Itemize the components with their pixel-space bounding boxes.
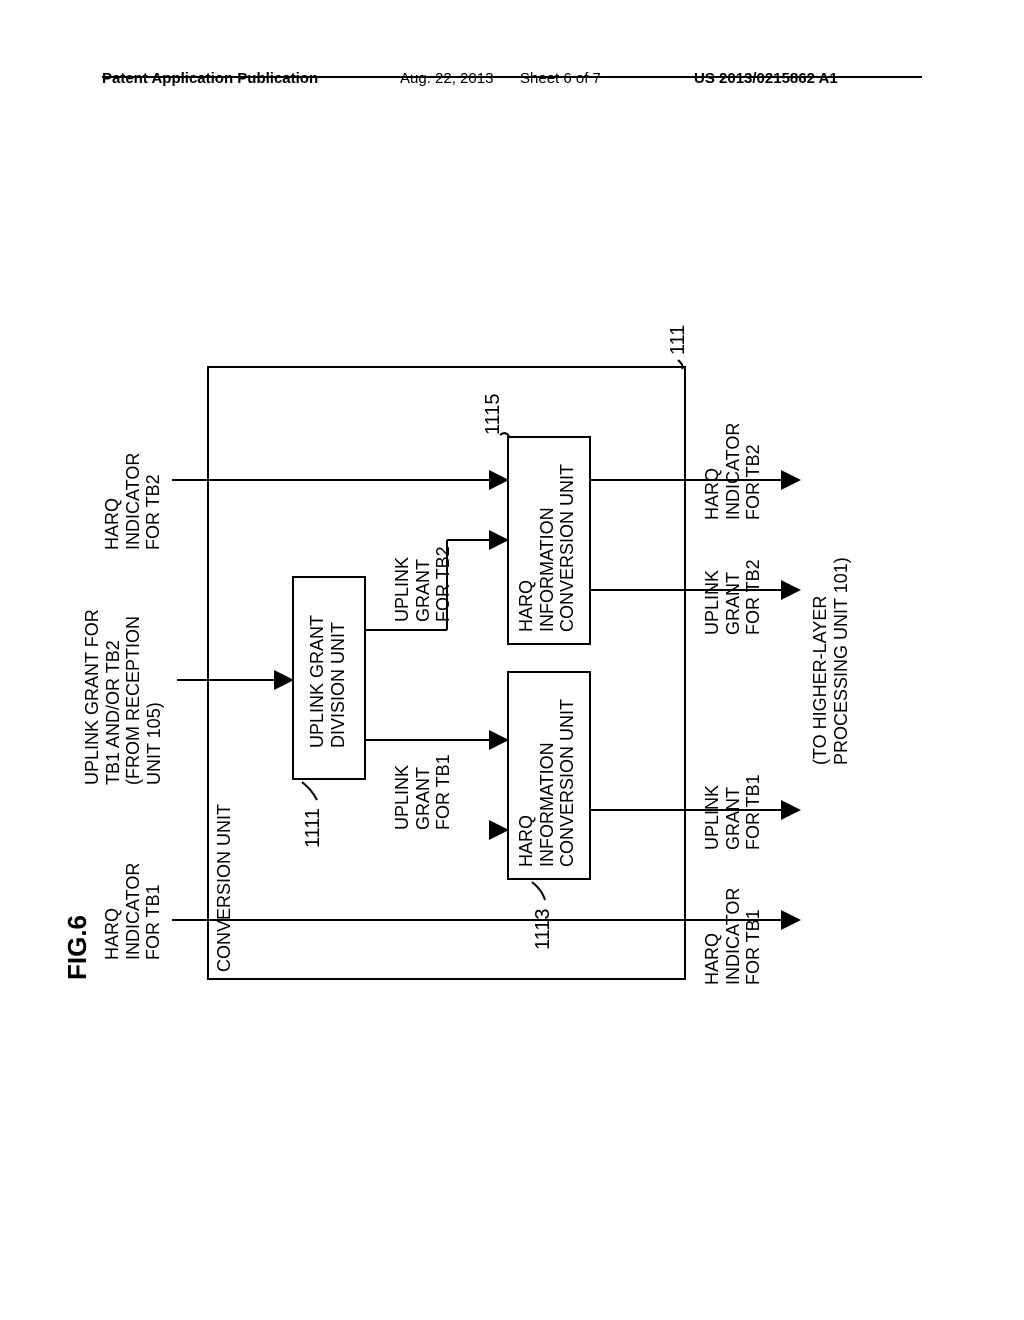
figure-6-diagram: FIG.6 HARQ INDICATOR FOR TB1 UPLINK GRAN… (102, 340, 922, 980)
diagram-wires (102, 340, 922, 980)
sheet-number: Sheet 6 of 7 (520, 70, 601, 87)
page-header: Patent Application Publication Aug. 22, … (0, 70, 1024, 78)
publication-type: Patent Application Publication (102, 70, 318, 87)
figure-label: FIG.6 (62, 915, 93, 980)
publication-date: Aug. 22, 2013 (400, 70, 493, 87)
page: Patent Application Publication Aug. 22, … (0, 0, 1024, 1320)
publication-number: US 2013/0215862 A1 (694, 70, 838, 87)
